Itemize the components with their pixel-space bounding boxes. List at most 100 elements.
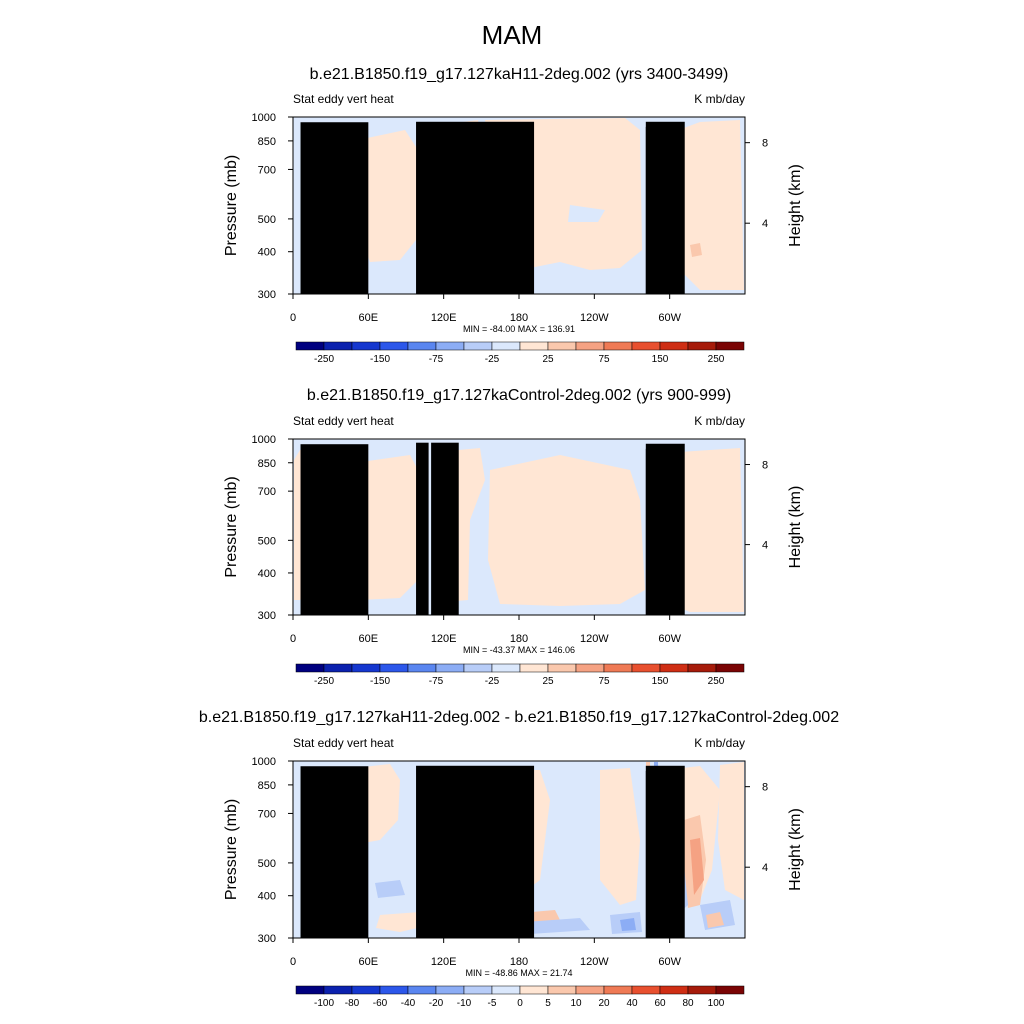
terrain-bar bbox=[343, 131, 346, 294]
colorbar-label: -60 bbox=[373, 998, 388, 1009]
min-max-stats: MIN = -48.86 MAX = 21.74 bbox=[465, 968, 572, 978]
y-tick-label: 700 bbox=[258, 164, 276, 176]
colorbar-swatch bbox=[323, 663, 353, 673]
terrain-bar bbox=[416, 121, 535, 294]
contour-region bbox=[690, 838, 704, 895]
x-tick-label: 60W bbox=[658, 312, 681, 324]
terrain-bar bbox=[323, 450, 354, 615]
chart-panel-3: b.e21.B1850.f19_g17.127kaH11-2deg.002 - … bbox=[199, 709, 839, 1009]
y-tick-label: 300 bbox=[258, 933, 276, 945]
x-tick-label: 0 bbox=[290, 956, 296, 968]
y2-axis-label: Height (km) bbox=[787, 486, 804, 569]
colorbar-label: 150 bbox=[652, 676, 669, 687]
colorbar-label: 5 bbox=[545, 998, 551, 1009]
colorbar-swatch bbox=[715, 985, 745, 995]
colorbar-swatch bbox=[435, 663, 465, 673]
colorbar-label: 10 bbox=[570, 998, 582, 1009]
colorbar-label: 80 bbox=[682, 998, 694, 1009]
x-tick-label: 180 bbox=[510, 633, 528, 645]
subtitle-left: Stat eddy vert heat bbox=[293, 414, 394, 428]
y-tick-label: 850 bbox=[258, 458, 276, 470]
colorbar-label: -20 bbox=[429, 998, 444, 1009]
colorbar-swatch bbox=[323, 341, 353, 351]
panel-title: b.e21.B1850.f19_g17.127kaControl-2deg.00… bbox=[307, 387, 731, 404]
y2-axis-label: Height (km) bbox=[787, 164, 804, 247]
x-tick-label: 60E bbox=[359, 633, 379, 645]
x-tick-label: 180 bbox=[510, 956, 528, 968]
x-tick-label: 120E bbox=[431, 633, 457, 645]
y2-tick-label: 8 bbox=[762, 138, 768, 150]
contour-region bbox=[358, 130, 418, 262]
colorbar-swatch bbox=[295, 663, 325, 673]
colorbar-label: -75 bbox=[429, 354, 444, 365]
colorbar-label: -80 bbox=[345, 998, 360, 1009]
colorbar-swatch bbox=[407, 663, 437, 673]
x-tick-label: 60E bbox=[359, 312, 379, 324]
x-tick-label: 60E bbox=[359, 956, 379, 968]
colorbar-label: 100 bbox=[708, 998, 725, 1009]
colorbar-swatch bbox=[659, 985, 689, 995]
subtitle-right: K mb/day bbox=[694, 414, 745, 428]
terrain-bar bbox=[323, 772, 354, 938]
colorbar-swatch bbox=[687, 985, 717, 995]
colorbar-swatch bbox=[435, 985, 465, 995]
colorbar-swatch bbox=[603, 341, 633, 351]
y-tick-label: 700 bbox=[258, 486, 276, 498]
terrain-bar bbox=[343, 453, 346, 615]
chart-panel-1: b.e21.B1850.f19_g17.127kaH11-2deg.002 (y… bbox=[223, 66, 804, 365]
colorbar-swatch bbox=[631, 341, 661, 351]
colorbar-label: -150 bbox=[370, 676, 390, 687]
contour-region bbox=[375, 880, 405, 898]
terrain-bar bbox=[645, 121, 685, 294]
x-tick-label: 120W bbox=[580, 633, 609, 645]
terrain-bar bbox=[416, 442, 429, 615]
colorbar-swatch bbox=[687, 663, 717, 673]
figure-title: MAM bbox=[481, 20, 543, 50]
y-tick-label: 1000 bbox=[252, 112, 276, 124]
colorbar-label: -100 bbox=[314, 998, 334, 1009]
colorbar-label: -25 bbox=[485, 676, 500, 687]
colorbar-swatch bbox=[463, 663, 493, 673]
colorbar-swatch bbox=[715, 663, 745, 673]
colorbar-swatch bbox=[687, 341, 717, 351]
x-tick-label: 180 bbox=[510, 312, 528, 324]
colorbar-label: 75 bbox=[598, 354, 610, 365]
colorbar-swatch bbox=[547, 341, 577, 351]
colorbar-swatch bbox=[519, 341, 549, 351]
y-tick-label: 850 bbox=[258, 136, 276, 148]
colorbar-swatch bbox=[463, 985, 493, 995]
contour-region bbox=[706, 912, 724, 928]
y2-tick-label: 4 bbox=[762, 540, 768, 552]
colorbar-swatch bbox=[575, 663, 605, 673]
contour-region bbox=[690, 243, 702, 257]
y-tick-label: 700 bbox=[258, 808, 276, 820]
colorbar-swatch bbox=[379, 985, 409, 995]
y2-tick-label: 4 bbox=[762, 218, 768, 230]
colorbar-swatch bbox=[435, 341, 465, 351]
terrain-bar bbox=[416, 765, 535, 938]
terrain-bar bbox=[323, 128, 354, 294]
y-tick-label: 400 bbox=[258, 891, 276, 903]
colorbar-swatch bbox=[407, 341, 437, 351]
x-tick-label: 120E bbox=[431, 956, 457, 968]
colorbar-swatch bbox=[603, 985, 633, 995]
colorbar-label: -5 bbox=[488, 998, 497, 1009]
y2-axis-label: Height (km) bbox=[787, 808, 804, 891]
y-tick-label: 500 bbox=[258, 214, 276, 226]
y-tick-label: 500 bbox=[258, 858, 276, 870]
terrain-bar bbox=[645, 443, 685, 615]
colorbar-swatch bbox=[659, 341, 689, 351]
colorbar-swatch bbox=[491, 663, 521, 673]
colorbar-swatch bbox=[463, 341, 493, 351]
colorbar-label: -250 bbox=[314, 676, 334, 687]
colorbar-label: -150 bbox=[370, 354, 390, 365]
contour-region bbox=[600, 768, 640, 905]
terrain-bar bbox=[343, 775, 346, 938]
colorbar-swatch bbox=[379, 341, 409, 351]
y-tick-label: 300 bbox=[258, 289, 276, 301]
colorbar-swatch bbox=[575, 341, 605, 351]
contour-region bbox=[525, 918, 590, 934]
subtitle-left: Stat eddy vert heat bbox=[293, 92, 394, 106]
x-tick-label: 0 bbox=[290, 633, 296, 645]
